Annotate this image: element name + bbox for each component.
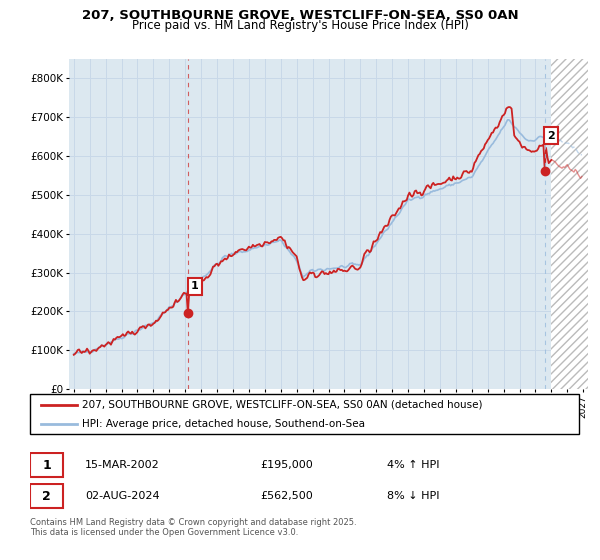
Text: £195,000: £195,000 (260, 460, 313, 470)
Text: Price paid vs. HM Land Registry's House Price Index (HPI): Price paid vs. HM Land Registry's House … (131, 18, 469, 32)
Text: 1: 1 (42, 459, 51, 472)
Text: 207, SOUTHBOURNE GROVE, WESTCLIFF-ON-SEA, SS0 0AN (detached house): 207, SOUTHBOURNE GROVE, WESTCLIFF-ON-SEA… (82, 400, 482, 409)
Text: 1: 1 (191, 281, 199, 291)
Text: 2: 2 (42, 489, 51, 503)
Text: 15-MAR-2002: 15-MAR-2002 (85, 460, 160, 470)
Text: 207, SOUTHBOURNE GROVE, WESTCLIFF-ON-SEA, SS0 0AN: 207, SOUTHBOURNE GROVE, WESTCLIFF-ON-SEA… (82, 9, 518, 22)
Text: 02-AUG-2024: 02-AUG-2024 (85, 491, 160, 501)
Text: 4% ↑ HPI: 4% ↑ HPI (387, 460, 439, 470)
Text: 8% ↓ HPI: 8% ↓ HPI (387, 491, 439, 501)
FancyBboxPatch shape (30, 484, 63, 508)
Text: HPI: Average price, detached house, Southend-on-Sea: HPI: Average price, detached house, Sout… (82, 419, 365, 429)
Text: Contains HM Land Registry data © Crown copyright and database right 2025.
This d: Contains HM Land Registry data © Crown c… (30, 518, 356, 538)
FancyBboxPatch shape (30, 394, 579, 434)
FancyBboxPatch shape (30, 453, 63, 478)
Text: 2: 2 (547, 130, 555, 141)
Text: £562,500: £562,500 (260, 491, 313, 501)
